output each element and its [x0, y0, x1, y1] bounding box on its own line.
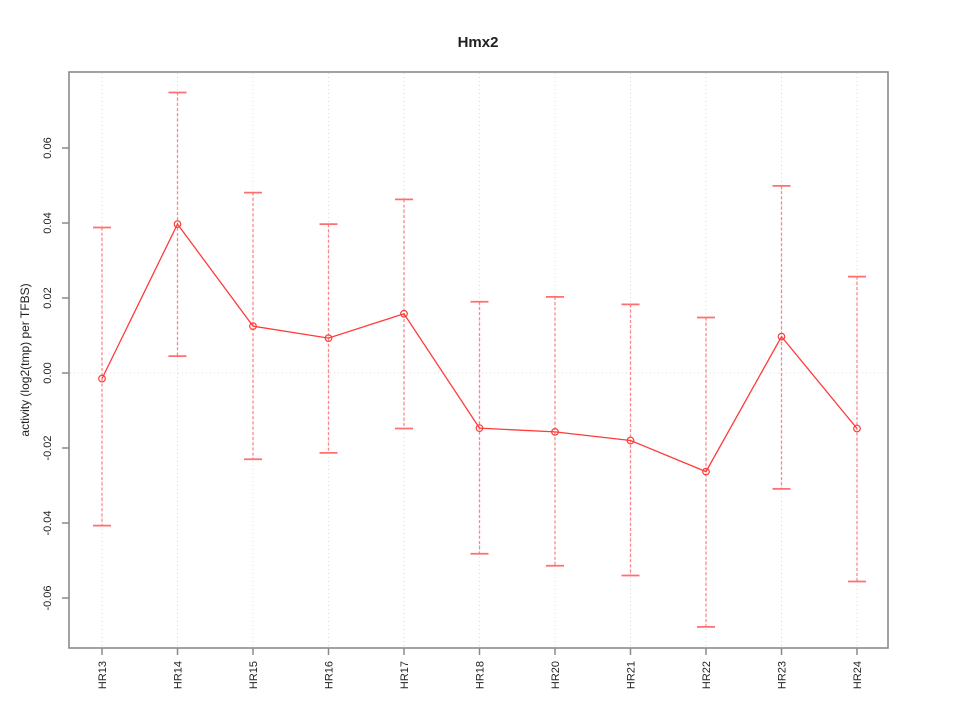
- data-point-marker: [551, 427, 559, 436]
- plot-border: [68, 71, 889, 649]
- x-tick-label: HR18: [475, 661, 487, 689]
- data-point-marker: [777, 332, 786, 341]
- y-tick-label: 0.00: [42, 362, 54, 383]
- x-tick-label: HR23: [777, 661, 789, 689]
- data-point-marker: [853, 424, 861, 433]
- x-tick-label: HR17: [399, 661, 411, 689]
- x-tick-labels: HR13 HR14 HR15 HR16 HR17 HR18 HR20 HR21 HR22 HR23…: [97, 661, 864, 689]
- y-tick-label: -0.04: [42, 510, 54, 535]
- data-point-marker: [324, 334, 333, 343]
- x-tick-label: HR16: [324, 661, 336, 689]
- x-tick-label: HR13: [97, 661, 109, 689]
- x-tick-label: HR20: [550, 661, 562, 689]
- y-tick-label: -0.06: [42, 585, 54, 610]
- data-point-marker: [702, 467, 710, 476]
- gridlines: [70, 73, 887, 647]
- y-axis-label: activity (log2(tmp) per TFBS): [18, 283, 32, 436]
- x-tick-label: HR14: [173, 661, 185, 689]
- data-point-marker: [475, 424, 484, 433]
- y-tick-label: 0.02: [42, 287, 54, 308]
- x-tick-label: HR21: [626, 661, 638, 689]
- series-line: [101, 222, 858, 473]
- data-point-marker: [98, 374, 106, 383]
- chart-title: Hmx2: [458, 34, 499, 51]
- data-series: [93, 91, 866, 628]
- x-tick-label: HR24: [852, 661, 864, 689]
- y-tick-labels: -0.06 -0.04 -0.02 0.00 0.02 0.04 0.06: [42, 137, 54, 610]
- x-tick-label: HR22: [701, 661, 713, 689]
- data-point-marker: [173, 220, 182, 229]
- axis-ticks: [62, 147, 858, 655]
- data-point-marker: [400, 309, 408, 318]
- data-point-marker: [249, 322, 257, 331]
- y-tick-label: 0.06: [42, 137, 54, 158]
- data-point-marker: [626, 436, 635, 445]
- x-tick-label: HR15: [248, 661, 260, 689]
- y-tick-label: 0.04: [42, 212, 54, 233]
- y-tick-label: -0.02: [42, 435, 54, 460]
